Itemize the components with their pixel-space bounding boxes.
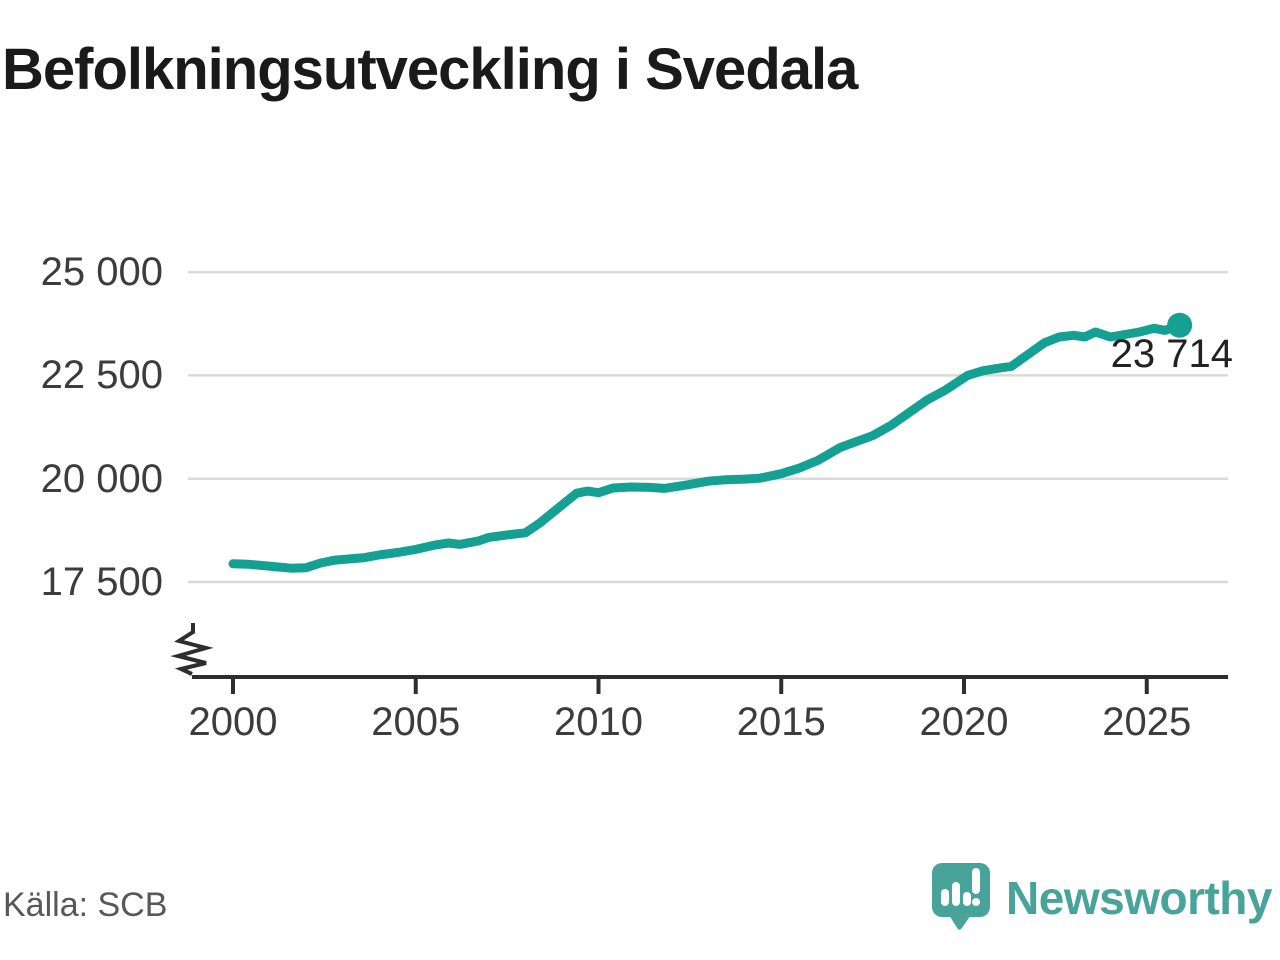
brand-footer: Newsworthy — [930, 860, 1272, 936]
x-tick-label: 2010 — [554, 700, 643, 744]
x-axis — [192, 675, 1228, 694]
gridlines — [188, 270, 1228, 584]
y-tick-label: 25 000 — [40, 250, 163, 295]
x-tick-label: 2020 — [919, 700, 1009, 744]
newsworthy-logo-icon — [932, 863, 991, 930]
x-tick-label: 2015 — [736, 700, 826, 744]
chart-title: Befolkningsutveckling i Svedala — [2, 37, 858, 102]
x-tick-label: 2005 — [371, 700, 461, 744]
y-tick-label: 20 000 — [40, 456, 163, 501]
bar-chart-glyph — [941, 868, 981, 906]
brand-name: Newsworthy — [1006, 872, 1272, 924]
y-tick-label: 17 500 — [40, 560, 163, 604]
last-point-marker — [1167, 312, 1193, 338]
population-line-series — [228, 320, 1185, 573]
y-axis-break-zigzag — [170, 623, 214, 676]
speech-bubble-shape — [932, 863, 991, 930]
x-tick-label: 2000 — [188, 700, 278, 744]
x-tick-label: 2025 — [1102, 700, 1192, 744]
end-value-annotation: 23 714 — [1110, 332, 1233, 376]
source-note: Källa: SCB — [3, 886, 168, 924]
y-tick-label: 22 500 — [40, 353, 163, 398]
